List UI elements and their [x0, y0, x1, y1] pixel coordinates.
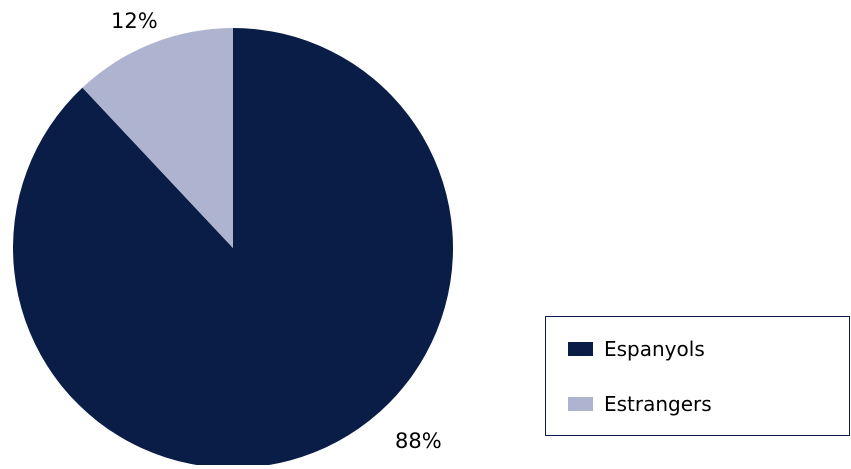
slice-label-estrangers: 12%	[111, 9, 158, 33]
pie-slice-estrangers	[82, 28, 234, 248]
legend-swatch-estrangers	[568, 397, 593, 411]
legend-item-espanyols: Espanyols	[568, 336, 705, 362]
legend-item-estrangers: Estrangers	[568, 391, 712, 417]
legend: Espanyols Estrangers	[545, 316, 850, 436]
slice-label-espanyols: 88%	[395, 429, 442, 453]
legend-label-espanyols: Espanyols	[604, 337, 705, 361]
legend-label-estrangers: Estrangers	[604, 392, 712, 416]
legend-swatch-espanyols	[568, 342, 593, 356]
pie-slice-espanyols	[13, 28, 454, 468]
